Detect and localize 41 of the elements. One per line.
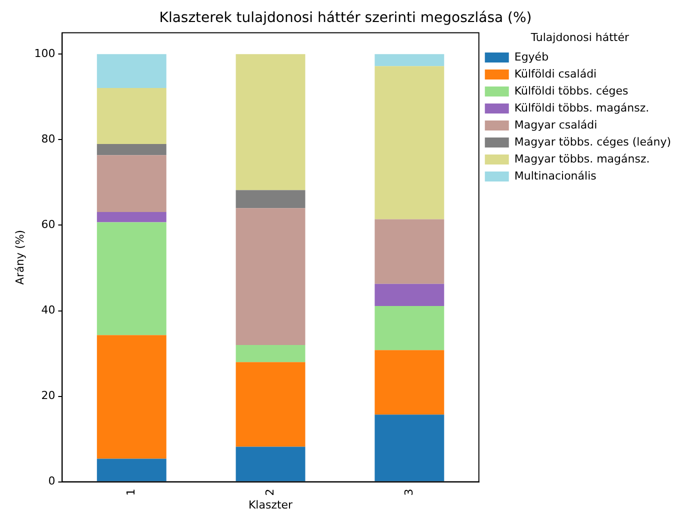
legend-label: Egyéb [514, 50, 549, 64]
bar [374, 284, 444, 306]
y-tick-label: 100 [34, 47, 56, 60]
y-tick-label: 0 [48, 474, 56, 488]
bar [96, 222, 166, 336]
legend-label: Külföldi családi [514, 67, 597, 80]
bar [96, 54, 166, 88]
chart-title: Klaszterek tulajdonosi háttér szerinti megoszlása (%) [159, 10, 532, 26]
bar [374, 66, 444, 220]
bar [96, 155, 166, 212]
bar [374, 350, 444, 415]
bar [96, 212, 166, 222]
bar [96, 88, 166, 144]
legend-label: Magyar többs. céges (leány) [514, 135, 672, 148]
bar [374, 54, 444, 66]
legend-label: Magyar többs. magánsz. [514, 152, 650, 166]
x-tick-label: 3 [402, 488, 416, 496]
bar [236, 190, 306, 208]
bar [96, 458, 166, 482]
y-tick-label: 20 [41, 389, 56, 402]
legend-label: Magyar családi [514, 118, 598, 132]
bar [236, 54, 306, 190]
legend-label: Multinacionális [514, 169, 597, 182]
y-tick-label: 40 [41, 304, 56, 317]
bar [236, 362, 306, 447]
bar [236, 208, 306, 345]
x-tick-label: 1 [124, 488, 138, 496]
legend-label: Külföldi többs. magánsz. [514, 101, 650, 114]
bar [96, 144, 166, 156]
bar [236, 344, 306, 362]
bar [374, 306, 444, 350]
bar [374, 414, 444, 482]
bar [96, 335, 166, 459]
x-axis-title: Klaszter [248, 498, 294, 512]
y-tick-label: 80 [41, 132, 56, 146]
legend-label: Külföldi többs. céges [514, 84, 629, 98]
bar [236, 446, 306, 482]
bar [374, 219, 444, 284]
y-tick-label: 60 [41, 218, 56, 232]
x-tick-label: 2 [263, 488, 276, 496]
y-axis-title: Arány (%) [13, 230, 26, 285]
